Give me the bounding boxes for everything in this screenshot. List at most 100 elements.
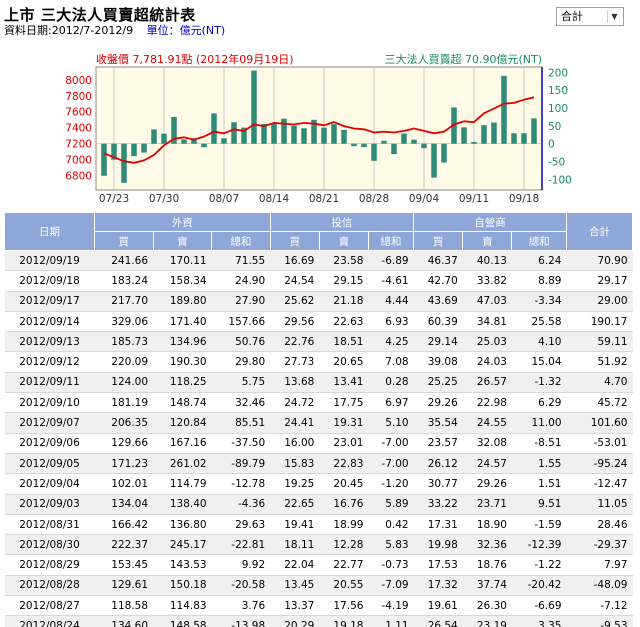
- table-cell: 19.98: [413, 534, 463, 556]
- table-cell: 29.63: [211, 514, 271, 536]
- table-cell: 51.92: [566, 351, 633, 373]
- left-tick-label: 8000: [65, 75, 92, 87]
- table-cell: 15.04: [511, 351, 567, 373]
- table-cell: 3.76: [211, 595, 271, 617]
- table-cell: -37.50: [211, 433, 271, 454]
- table-cell: 22.63: [319, 311, 369, 333]
- table-cell: 15.83: [270, 453, 320, 475]
- table-cell: 189.80: [153, 291, 212, 312]
- table-row: 2012/09/04 102.01 114.79 -12.78 19.25 20.45 -1…: [4, 473, 633, 495]
- table-cell: -7.00: [368, 433, 414, 454]
- table-cell: 1.51: [511, 473, 567, 495]
- table-cell: 18.99: [319, 514, 369, 536]
- net-bar: [351, 143, 357, 147]
- table-cell: 21.18: [319, 291, 369, 312]
- plot-area: [95, 66, 543, 191]
- table-cell: 19.25: [270, 473, 320, 495]
- index-label: 收盤價 7,781.91點 (2012年09月19日): [96, 52, 294, 66]
- table-cell: 143.53: [153, 554, 212, 576]
- table-cell: 17.75: [319, 392, 369, 414]
- x-tick-label: 07/30: [149, 193, 179, 205]
- x-tick-label: 08/28: [359, 193, 389, 205]
- table-cell: 9.51: [511, 494, 567, 515]
- table-cell: 22.04: [270, 554, 320, 576]
- table-cell: 22.83: [319, 453, 369, 475]
- table-cell: 6.97: [368, 392, 414, 414]
- x-tick-label: 08/14: [259, 193, 290, 205]
- table-cell: -1.20: [368, 473, 414, 495]
- table-cell: -7.00: [368, 453, 414, 475]
- x-tick-label: 08/21: [309, 193, 339, 205]
- table-row: 2012/08/29 153.45 143.53 9.92 22.04 22.77 -0.7…: [4, 554, 633, 576]
- net-bar: [311, 119, 317, 144]
- table-cell: 17.56: [319, 595, 369, 617]
- table-cell: 23.71: [462, 494, 512, 515]
- table-cell: 11.00: [511, 412, 567, 434]
- table-cell: 136.80: [153, 514, 212, 536]
- table-cell: -6.89: [368, 250, 414, 272]
- table-cell: 206.35: [94, 412, 154, 434]
- table-cell: -13.98: [211, 615, 271, 627]
- net-bar: [271, 122, 277, 144]
- col-foreign: 外資: [94, 212, 271, 232]
- table-cell: 166.42: [94, 514, 154, 536]
- table-cell: 28.46: [566, 514, 633, 536]
- net-bar: [441, 143, 447, 163]
- table-cell: 32.36: [462, 534, 512, 556]
- table-cell: 20.45: [319, 473, 369, 495]
- table-cell: 245.17: [153, 534, 212, 556]
- table-cell: -22.81: [211, 534, 271, 556]
- table-cell: 25.25: [413, 372, 463, 394]
- net-bar: [211, 113, 217, 144]
- table-cell: -29.37: [566, 534, 633, 556]
- table-cell: 153.45: [94, 554, 154, 576]
- table-cell: 6.29: [511, 392, 567, 414]
- right-tick-label: 150: [548, 85, 568, 97]
- table-cell: -7.12: [566, 595, 633, 617]
- table-cell: 170.11: [153, 250, 212, 272]
- table-cell: 3.35: [511, 615, 567, 627]
- table-cell: 114.79: [153, 473, 212, 495]
- table-cell: -20.42: [511, 575, 567, 597]
- x-tick-label: 09/11: [459, 193, 489, 205]
- table-cell: -4.61: [368, 270, 414, 292]
- col-foreign-sell: 賣: [152, 231, 213, 251]
- right-tick-label: -100: [548, 174, 572, 186]
- table-cell: 171.40: [153, 311, 212, 333]
- period-select[interactable]: 合計 ▼: [556, 7, 624, 26]
- table-cell: 22.77: [319, 554, 369, 576]
- table-cell: -89.79: [211, 453, 271, 475]
- table-cell: 50.76: [211, 331, 271, 353]
- table-cell: 32.46: [211, 392, 271, 414]
- table-cell: 16.00: [270, 433, 320, 454]
- table-cell: -4.19: [368, 595, 414, 617]
- table-cell: 25.03: [462, 331, 512, 353]
- table-cell: 29.00: [566, 291, 633, 312]
- table-cell: 60.39: [413, 311, 463, 333]
- table-cell: 138.40: [153, 494, 212, 515]
- net-bar: [521, 133, 527, 144]
- net-bar: [411, 139, 417, 144]
- table-cell: 29.17: [566, 270, 633, 292]
- table-cell: 33.22: [413, 494, 463, 515]
- net-bar: [121, 143, 127, 183]
- table-cell: 129.66: [94, 433, 154, 454]
- table-cell: 24.03: [462, 351, 512, 373]
- table-row: 2012/09/19 241.66 170.11 71.55 16.69 23.58 -6.…: [4, 250, 633, 272]
- net-bar: [321, 127, 327, 144]
- table-cell: 4.70: [566, 372, 633, 394]
- table-cell: 43.69: [413, 291, 463, 312]
- table-cell: -95.24: [566, 453, 633, 475]
- table-cell: 129.61: [94, 575, 154, 597]
- table-row: 2012/08/30 222.37 245.17 -22.81 18.11 12.28 5.…: [4, 534, 633, 556]
- table-cell: 29.26: [462, 473, 512, 495]
- table-cell: 35.54: [413, 412, 463, 434]
- net-bar: [251, 70, 257, 144]
- table-row: 2012/09/03 134.04 138.40 -4.36 22.65 16.76 5.8…: [4, 494, 633, 515]
- table-cell: 24.55: [462, 412, 512, 434]
- row-date: 2012/09/10: [4, 392, 95, 414]
- left-tick-label: 7600: [65, 107, 92, 119]
- table-row: 2012/08/27 118.58 114.83 3.76 13.37 17.56 -4.1…: [4, 595, 633, 617]
- row-date: 2012/09/05: [4, 453, 95, 475]
- row-date: 2012/09/17: [4, 291, 95, 312]
